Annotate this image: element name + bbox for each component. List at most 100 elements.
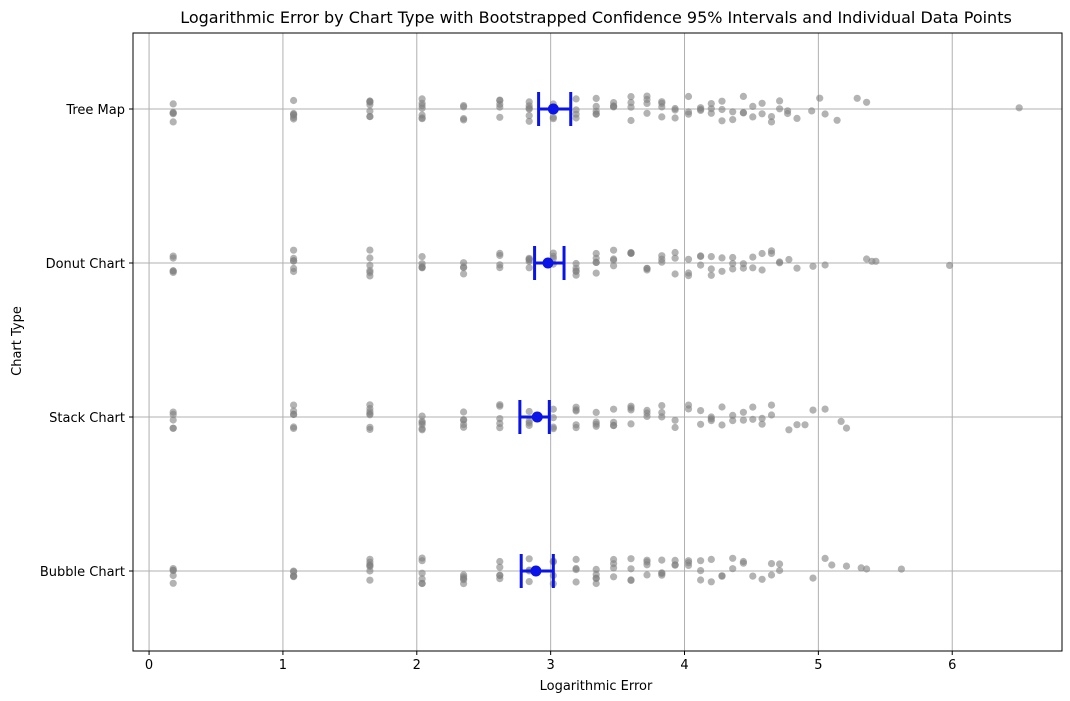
data-point	[658, 402, 666, 410]
data-point	[729, 108, 737, 116]
data-point	[627, 576, 635, 585]
data-point	[496, 251, 504, 260]
data-point	[366, 261, 374, 269]
data-point	[366, 423, 374, 431]
data-point	[572, 566, 580, 574]
data-point	[776, 105, 784, 113]
data-point	[525, 104, 533, 112]
data-point	[169, 416, 177, 424]
data-point	[525, 578, 533, 586]
data-point	[418, 253, 426, 261]
data-point	[496, 571, 504, 579]
data-point	[767, 411, 776, 419]
data-point	[809, 406, 817, 414]
mean-marker	[531, 411, 543, 423]
data-point	[785, 255, 793, 264]
data-point	[767, 571, 776, 579]
data-point	[525, 98, 533, 106]
data-point	[946, 261, 954, 269]
data-point	[627, 249, 635, 257]
data-point	[872, 257, 880, 265]
mean-marker	[542, 257, 554, 269]
data-point	[767, 560, 776, 568]
data-point	[169, 566, 177, 575]
data-point	[525, 256, 533, 264]
x-axis-ticks: 0 1 2 3 4 5 6	[145, 651, 956, 673]
data-point	[739, 416, 748, 424]
data-point	[671, 556, 679, 565]
data-point	[758, 249, 766, 258]
data-point	[697, 567, 705, 575]
y-axis-title: Chart Type	[10, 306, 25, 376]
data-point	[610, 103, 618, 111]
data-point	[169, 118, 177, 126]
data-point	[525, 264, 533, 272]
data-point	[776, 560, 784, 568]
data-point	[857, 564, 865, 572]
data-point	[776, 97, 784, 105]
data-point	[496, 557, 504, 566]
data-point	[833, 116, 841, 124]
data-point	[729, 565, 737, 573]
data-point	[643, 92, 651, 100]
data-point	[749, 572, 757, 580]
data-point	[169, 100, 177, 108]
data-point	[697, 407, 705, 415]
data-point	[627, 555, 635, 563]
data-point	[460, 580, 468, 588]
data-point	[707, 253, 715, 261]
data-point	[627, 402, 635, 410]
data-point	[897, 565, 906, 573]
data-point	[169, 267, 177, 275]
data-point	[290, 96, 298, 105]
data-point	[290, 246, 298, 254]
data-point	[863, 98, 871, 106]
data-point	[418, 569, 426, 577]
data-point	[801, 421, 809, 429]
y-tick-label: Tree Map	[65, 103, 125, 118]
data-point	[767, 401, 776, 409]
data-point	[758, 110, 766, 118]
data-point	[366, 562, 374, 571]
chart-title: Logarithmic Error by Chart Type with Boo…	[180, 8, 1012, 27]
data-point	[739, 109, 748, 117]
data-point	[821, 554, 829, 563]
data-point	[525, 112, 533, 120]
data-point	[643, 109, 651, 117]
confidence-intervals	[518, 92, 573, 588]
data-point	[610, 573, 618, 581]
data-point	[718, 421, 726, 429]
data-point	[684, 272, 693, 280]
data-point	[853, 94, 861, 102]
data-point	[572, 578, 580, 586]
x-tick-label: 2	[413, 658, 421, 673]
data-point	[671, 423, 679, 432]
data-point	[592, 249, 600, 258]
data-point	[707, 555, 715, 564]
data-point	[718, 572, 726, 580]
data-point	[460, 416, 468, 424]
data-point	[749, 253, 757, 261]
data-point	[627, 565, 635, 573]
data-point	[842, 424, 851, 432]
x-tick-label: 1	[279, 658, 287, 673]
data-point	[658, 571, 666, 579]
data-point	[718, 267, 726, 275]
data-point	[671, 270, 679, 278]
data-point	[592, 258, 600, 266]
data-point	[460, 571, 468, 579]
data-point	[729, 265, 737, 273]
data-point	[592, 408, 600, 416]
data-point	[658, 252, 666, 260]
data-point	[496, 264, 504, 272]
data-point	[290, 424, 298, 432]
data-point	[572, 407, 580, 415]
data-point	[572, 259, 580, 268]
data-point	[592, 418, 600, 426]
y-tick-label: Bubble Chart	[40, 565, 125, 580]
data-point	[707, 265, 715, 273]
data-point	[643, 264, 651, 272]
data-point	[460, 115, 468, 123]
data-point	[610, 246, 618, 254]
data-point	[767, 113, 776, 121]
